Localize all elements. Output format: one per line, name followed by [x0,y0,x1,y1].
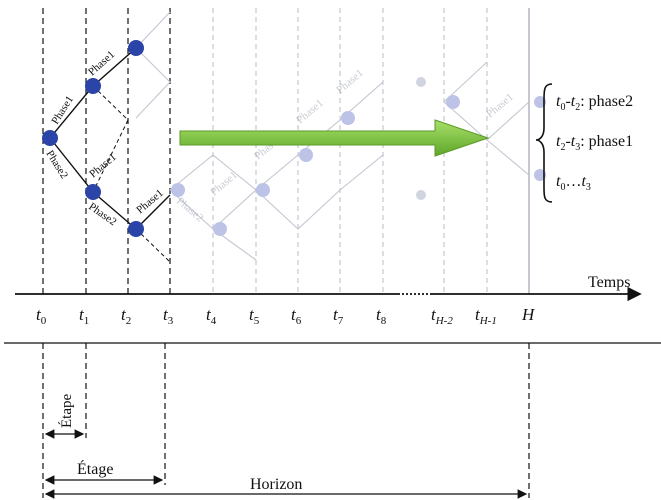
grid-lines [42,8,530,295]
span-etage-label: Étage [77,459,113,478]
node-t1-lower [85,184,101,200]
span-guides [42,343,530,498]
faint-node [534,96,546,108]
span-etage: Étage [44,459,164,485]
tick-t8: t8 [376,305,387,327]
faint-node [416,190,426,200]
tick-tH-2: tH-2 [431,305,453,327]
faint-node [256,183,270,197]
time-axis-label: Temps [588,274,630,291]
faint-phase-label: Phase2 [174,195,206,224]
span-etape-label: Étape [58,394,75,428]
tick-H: H [521,305,536,324]
tick-t3: t3 [163,305,174,327]
tick-t1: t1 [79,305,89,327]
node-t2-lower [128,221,144,237]
faint-network [135,11,530,261]
span-horizon-label: Horizon [250,476,302,493]
span-horizon: Horizon [44,476,528,499]
node-t0 [42,130,58,146]
faint-node [416,77,426,87]
tick-t0: t0 [36,305,47,327]
faint-node [341,111,355,125]
faint-node [171,183,185,197]
schedule-nodes [42,40,144,237]
tick-tH-1: tH-1 [475,305,497,327]
phase-label: Phase1 [87,151,119,180]
faint-node [534,169,546,181]
phase-label: Phase2 [86,201,118,229]
span-etape: Étape [44,394,85,439]
legend-line-3: t0…t3 [556,173,591,193]
phase-label: Phase1 [134,187,166,216]
node-t2-upper [128,40,144,56]
phase-label: Phase2 [43,148,70,181]
phase-label: Phase1 [86,48,117,78]
time-axis: Temps [15,274,642,302]
faint-node [446,95,460,109]
tick-t7: t7 [333,305,344,327]
legend-line-2: t2-t3: phase1 [556,133,633,153]
time-tick-labels: t0 t1 t2 t3 t4 t5 t6 t7 t8 tH-2 tH-1 H [36,305,536,327]
node-t1-upper [85,78,101,94]
faint-node [213,222,227,236]
faint-phase-label: Phase1 [334,67,366,96]
faint-phase-label: Phase1 [294,97,326,126]
faint-node [299,148,313,162]
legend-brace [535,83,553,203]
tick-t2: t2 [121,305,131,327]
legend: t0-t2: phase2 t2-t3: phase1 t0…t3 [535,83,633,203]
rolling-arrow [179,119,490,157]
tick-t4: t4 [206,305,217,327]
tick-t5: t5 [249,305,260,327]
legend-line-1: t0-t2: phase2 [556,93,633,113]
faint-nodes [171,77,546,236]
faint-phase-label: Phase1 [484,91,516,120]
tick-t6: t6 [291,305,302,327]
